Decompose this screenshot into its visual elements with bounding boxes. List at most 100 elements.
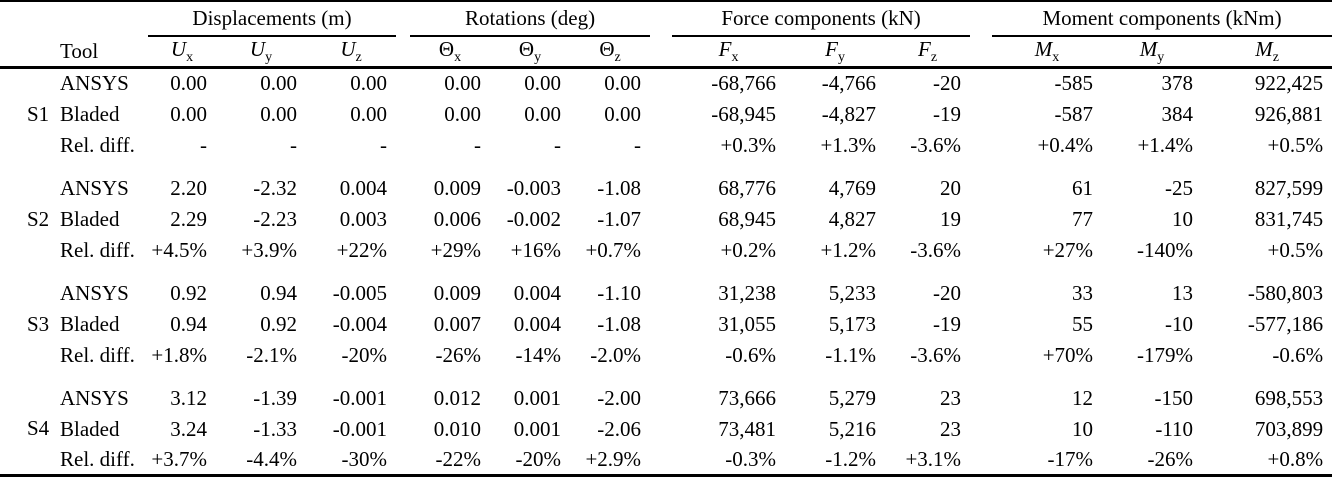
- value-cell: +27%: [1042, 237, 1094, 262]
- column-spacer: [396, 204, 410, 235]
- column-spacer: [650, 340, 672, 371]
- value-cell: 68,776: [718, 175, 777, 200]
- value-cell: -2.1%: [246, 342, 297, 367]
- column-spacer: [396, 68, 410, 99]
- value-cell: 0.94: [260, 280, 297, 305]
- column-spacer: [396, 414, 410, 445]
- value-cell: -577,186: [1247, 311, 1324, 336]
- col-header-m-x: Mx: [992, 36, 1103, 70]
- column-spacer: [970, 445, 992, 476]
- value-cell: -22%: [435, 446, 482, 471]
- value-cell: 0.92: [260, 311, 297, 336]
- value-cell: -26%: [1147, 446, 1194, 471]
- tool-cell: Rel. diff.: [60, 342, 135, 367]
- value-cell: 73,481: [718, 416, 777, 441]
- value-cell: 73,666: [718, 385, 777, 410]
- value-cell: 0.00: [170, 71, 207, 96]
- col-header-u-y: Uy: [216, 36, 306, 70]
- column-spacer: [970, 383, 992, 414]
- value-cell: -1.1%: [825, 342, 877, 367]
- table-row: Bladed 0.00 0.00 0.00 0.00 0.00 0.00 -68,945 -4,…: [0, 99, 1332, 130]
- value-cell: -20: [933, 71, 962, 96]
- col-header-u-z: Uz: [306, 36, 397, 70]
- value-cell: 2.29: [170, 206, 207, 231]
- value-cell: 4,769: [828, 175, 877, 200]
- value-cell: +4.5%: [151, 237, 207, 262]
- value-cell: 55: [1072, 311, 1094, 336]
- value-cell: 0.92: [170, 280, 207, 305]
- value-cell: -4.4%: [246, 446, 297, 471]
- table-row: Bladed 0.94 0.92 -0.004 0.007 0.004 -1.08 31,05…: [0, 309, 1332, 340]
- column-spacer: [650, 36, 673, 70]
- value-cell: -19: [933, 311, 962, 336]
- value-cell: -68,945: [711, 101, 777, 126]
- column-spacer: [650, 445, 672, 476]
- table-row: S3 ANSYS 0.92 0.94 -0.005 0.009 0.004 -1.10 31,2…: [0, 278, 1332, 336]
- value-cell: -0.005: [332, 280, 388, 305]
- col-header-theta-y: Θy: [490, 36, 571, 70]
- group-header-forces: Force components (kN): [672, 1, 971, 37]
- value-cell: 0.009: [433, 175, 482, 200]
- column-spacer: [970, 99, 992, 130]
- value-cell: -1.08: [597, 175, 642, 200]
- value-cell: -20: [933, 280, 962, 305]
- value-cell: -17%: [1047, 446, 1094, 471]
- table-header: Displacements (m) Rotations (deg) Force …: [0, 1, 1332, 70]
- value-cell: 0.007: [433, 311, 482, 336]
- value-cell: 3.24: [170, 416, 207, 441]
- value-cell: -0.002: [506, 206, 562, 231]
- value-cell: 0.94: [170, 311, 207, 336]
- column-spacer: [970, 173, 992, 204]
- table-row: S4 ANSYS 3.12 -1.39 -0.001 0.012 0.001 -2.00 73,…: [0, 383, 1332, 440]
- value-cell: -: [380, 132, 388, 157]
- value-cell: -2.0%: [590, 342, 642, 367]
- column-spacer: [970, 309, 992, 340]
- section-gap: [0, 161, 1332, 173]
- value-cell: +1.2%: [820, 237, 877, 262]
- value-cell: 20: [940, 175, 962, 200]
- value-cell: 698,553: [1254, 385, 1324, 410]
- value-cell: -110: [1155, 416, 1194, 441]
- tool-cell: Bladed: [60, 416, 120, 441]
- tool-cell: Rel. diff.: [60, 237, 135, 262]
- col-header-u-x: Ux: [148, 36, 216, 70]
- group-header-rotations: Rotations (deg): [410, 1, 651, 37]
- column-spacer: [396, 99, 410, 130]
- value-cell: 31,238: [718, 280, 777, 305]
- value-cell: 922,425: [1254, 71, 1324, 96]
- column-spacer: [396, 235, 410, 266]
- value-cell: -26%: [435, 342, 482, 367]
- column-spacer: [396, 173, 410, 204]
- value-cell: 831,745: [1254, 206, 1324, 231]
- value-cell: 19: [940, 206, 962, 231]
- value-cell: 23: [940, 385, 962, 410]
- table-row: Rel. diff. +4.5% +3.9% +22% +29% +16% +0.7% +0.…: [0, 235, 1332, 266]
- column-spacer: [650, 130, 672, 161]
- table-row: Bladed 3.24 -1.33 -0.001 0.010 0.001 -2.06 73,4…: [0, 414, 1332, 445]
- value-cell: 0.004: [513, 280, 562, 305]
- column-spacer: [650, 235, 672, 266]
- value-cell: -3.6%: [910, 237, 962, 262]
- col-header-f-y: Fy: [785, 36, 886, 70]
- value-cell: -: [474, 132, 482, 157]
- section-label: S2: [27, 206, 50, 231]
- value-cell: +3.7%: [151, 446, 207, 471]
- value-cell: 0.010: [433, 416, 482, 441]
- table-row: S1 ANSYS 0.00 0.00 0.00 0.00 0.00 0.00 -68,766 -4…: [0, 68, 1332, 126]
- col-header-m-y: My: [1102, 36, 1203, 70]
- value-cell: -0.3%: [725, 446, 777, 471]
- value-cell: +0.5%: [1267, 237, 1324, 262]
- section-label: S4: [27, 415, 50, 440]
- value-cell: 31,055: [718, 311, 777, 336]
- value-cell: -: [200, 132, 207, 157]
- col-header-theta-x: Θx: [410, 36, 491, 70]
- group-header-row: Displacements (m) Rotations (deg) Force …: [0, 1, 1332, 37]
- value-cell: 0.00: [444, 71, 482, 96]
- value-cell: 0.004: [339, 175, 388, 200]
- value-cell: 5,279: [828, 385, 877, 410]
- value-cell: 61: [1072, 175, 1094, 200]
- tool-cell: Rel. diff.: [60, 446, 135, 471]
- value-cell: -19: [933, 101, 962, 126]
- value-cell: -2.06: [597, 416, 642, 441]
- table-body: S1 ANSYS 0.00 0.00 0.00 0.00 0.00 0.00 -68,766 -4…: [0, 68, 1332, 476]
